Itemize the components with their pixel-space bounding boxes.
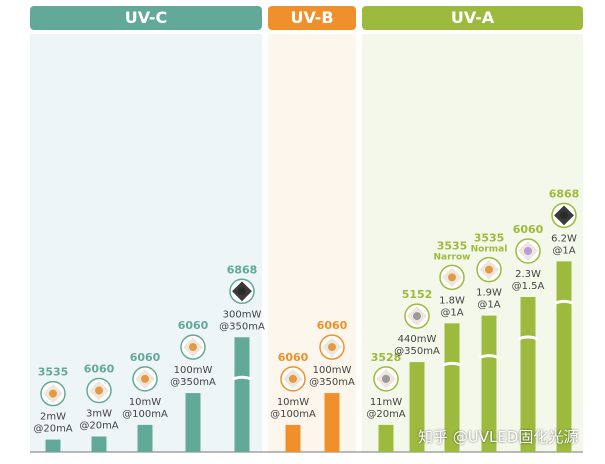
- value-label-power: 440mW: [398, 334, 437, 345]
- value-label-power: 11mW: [370, 397, 402, 408]
- value-label-current: @1A: [440, 307, 463, 318]
- package-size-label: 3528: [371, 351, 402, 364]
- bar-uv-c-6060: [91, 436, 107, 452]
- value-label-current: @20mA: [366, 409, 405, 420]
- package-size-label: 5152: [402, 288, 433, 301]
- package-size-label: 6868: [549, 187, 580, 200]
- led-chip-die: [413, 312, 421, 321]
- led-chip-die: [448, 273, 456, 282]
- led-chip-die: [49, 389, 57, 398]
- value-label-current: @20mA: [79, 421, 118, 432]
- led-chip-die: [141, 374, 149, 383]
- led-chip-die: [485, 265, 493, 274]
- value-label-current: @20mA: [33, 424, 72, 435]
- package-size-label: 3535: [38, 366, 69, 379]
- package-size-label: 6868: [227, 263, 258, 276]
- axis-break-mark: [517, 335, 539, 341]
- led-chip-die: [328, 343, 336, 352]
- bar-uv-b-6060: [324, 393, 340, 452]
- led-chip-die: [189, 343, 197, 352]
- value-label-current: @350mA: [394, 346, 440, 357]
- package-size-label: 6060: [130, 351, 161, 364]
- axis-break-mark: [553, 299, 575, 305]
- package-size-label: 6060: [84, 363, 115, 376]
- led-chip-die: [524, 247, 532, 255]
- value-label-power: 6.2W: [551, 233, 577, 244]
- led-chip-die: [95, 386, 103, 395]
- value-label-current: @350mA: [309, 377, 355, 388]
- package-size-label: 6060: [513, 223, 544, 236]
- value-label-power: 10mW: [277, 397, 309, 408]
- value-label-power: 300mW: [223, 309, 262, 320]
- package-subtype-label: Narrow: [434, 252, 471, 262]
- value-label-power: 1.9W: [476, 288, 502, 299]
- value-label-power: 100mW: [174, 365, 213, 376]
- package-size-label: 6060: [178, 319, 209, 332]
- value-label-current: @1A: [477, 300, 500, 311]
- bar-uv-a-3535: [444, 323, 460, 452]
- led-chip-die: [560, 211, 568, 220]
- bar-uv-a-6868: [556, 261, 572, 452]
- package-size-label: 3535: [437, 239, 468, 252]
- led-chip-die: [382, 374, 390, 383]
- watermark: 知乎 @UVLED固化光源: [418, 428, 579, 446]
- value-label-current: @350mA: [219, 321, 265, 332]
- value-label-power: 2.3W: [515, 269, 541, 280]
- bar-uv-c-3535: [45, 439, 61, 452]
- uvc-header: UV-C: [30, 6, 262, 30]
- axis-break-mark: [478, 354, 500, 359]
- uva-panel: [362, 34, 583, 452]
- package-size-label: 6060: [317, 319, 348, 332]
- axis-break-mark: [441, 361, 463, 367]
- package-size-label: 6060: [278, 351, 309, 364]
- bar-uv-c-6060: [137, 424, 153, 452]
- bar-uv-a-6060: [520, 297, 536, 452]
- bar-uv-c-6060: [185, 393, 201, 452]
- bar-uv-b-6060: [285, 424, 301, 452]
- value-label-current: @100mA: [270, 409, 316, 420]
- value-label-power: 100mW: [313, 365, 352, 376]
- package-subtype-label: Normal: [471, 245, 508, 255]
- bar-uv-a-3528: [378, 424, 394, 452]
- value-label-current: @350mA: [170, 377, 216, 388]
- value-label-current: @1A: [552, 245, 575, 256]
- bar-uv-c-6868: [234, 337, 250, 452]
- bar-uv-a-3535: [481, 315, 497, 452]
- value-label-current: @1.5A: [512, 281, 545, 292]
- package-size-label: 3535: [474, 232, 505, 245]
- uva-header: UV-A: [362, 6, 583, 30]
- bar-uv-a-5152: [409, 362, 425, 452]
- value-label-power: 1.8W: [439, 295, 465, 306]
- value-label-current: @100mA: [122, 409, 168, 420]
- value-label-power: 10mW: [129, 397, 161, 408]
- led-chip-die: [289, 374, 297, 383]
- led-chip-die: [238, 287, 246, 296]
- value-label-power: 2mW: [40, 412, 66, 423]
- axis-break-mark: [231, 375, 253, 381]
- value-label-power: 3mW: [86, 409, 112, 420]
- uvb-header: UV-B: [268, 6, 356, 30]
